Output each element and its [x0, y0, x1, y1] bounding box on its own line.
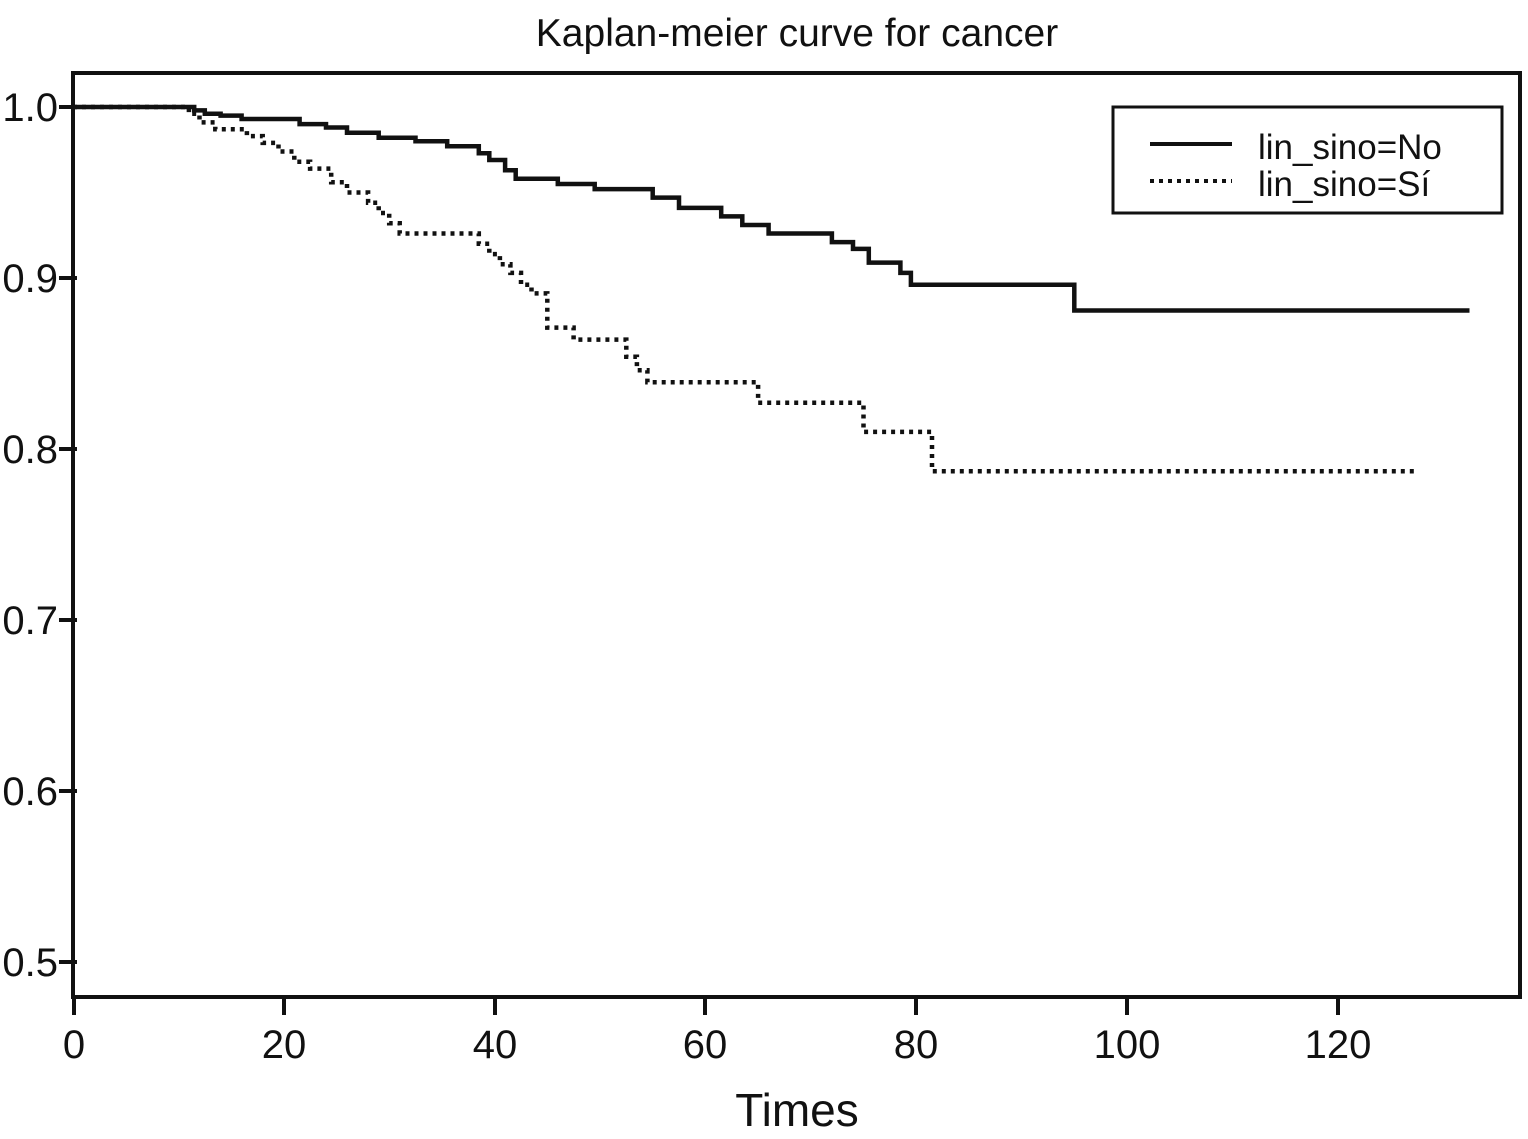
y-axis-tick-labels: 1.0 0.9 0.8 0.7 0.6 0.5 — [2, 86, 58, 985]
x-tick-label: 20 — [262, 1023, 307, 1067]
y-tick-label: 1.0 — [2, 86, 58, 130]
x-axis-tick-labels: 0 20 40 60 80 100 120 — [63, 1023, 1372, 1067]
legend-box — [1111, 105, 1504, 215]
y-tick-label: 0.6 — [2, 770, 58, 814]
x-tick-label: 60 — [683, 1023, 728, 1067]
legend-label-no: lin_sino=No — [1258, 128, 1442, 167]
x-tick-label: 0 — [63, 1023, 85, 1067]
y-tick-label: 0.5 — [2, 941, 58, 985]
x-axis-ticks — [72, 997, 1340, 1015]
x-axis-label: Times — [735, 1084, 859, 1136]
km-curve-si — [73, 104, 1417, 474]
x-tick-label: 80 — [894, 1023, 939, 1067]
legend-label-si: lin_sino=Sí — [1258, 165, 1430, 204]
x-tick-label: 120 — [1305, 1023, 1372, 1067]
x-tick-label: 100 — [1094, 1023, 1161, 1067]
chart-title: Kaplan-meier curve for cancer — [536, 12, 1058, 55]
x-tick-label: 40 — [473, 1023, 518, 1067]
y-tick-label: 0.9 — [2, 257, 58, 301]
km-curve-no — [73, 104, 1470, 313]
y-tick-label: 0.7 — [2, 599, 58, 643]
legend: lin_sino=No lin_sino=Sí — [1111, 105, 1504, 215]
y-tick-label: 0.8 — [2, 428, 58, 472]
plot-frame — [71, 71, 1522, 999]
